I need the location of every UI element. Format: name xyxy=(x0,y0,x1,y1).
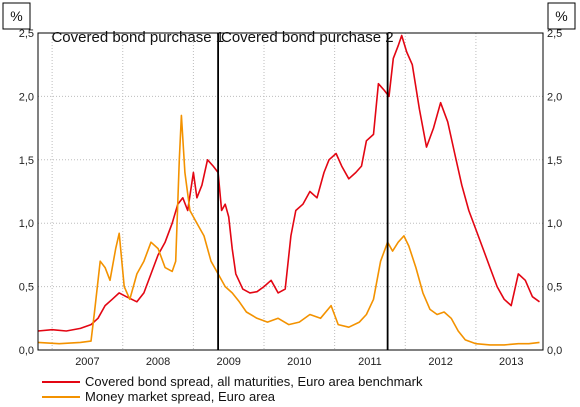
x-tick-label: 2008 xyxy=(146,356,170,368)
y-tick-label-left: 2,5 xyxy=(19,28,34,40)
left-unit-box xyxy=(2,2,31,30)
grid-lines xyxy=(38,33,543,350)
legend-label-money-market: Money market spread, Euro area xyxy=(85,389,276,404)
axis-labels: 0,0 0,0 0,5 0,5 1,0 1,0 1,5 1,5 2,0 2,0 2,5 2,5 2007… xyxy=(19,28,563,368)
y-tick-label-right: 0,5 xyxy=(547,282,562,294)
y-tick-label-right: 2,0 xyxy=(547,91,562,103)
event-marker-label-1: Covered bond purchase 1 xyxy=(51,29,224,46)
event-marker-label-2: Covered bond purchase 2 xyxy=(221,29,394,46)
series-lines xyxy=(37,34,540,346)
legend-label-covered-bond: Covered bond spread, all maturities, Eur… xyxy=(85,374,423,389)
y-tick-label-left: 0,5 xyxy=(19,282,34,294)
y-tick-label-right: 0,0 xyxy=(547,345,562,357)
x-tick-label: 2007 xyxy=(75,356,99,368)
y-tick-label-left: 0,0 xyxy=(19,345,34,357)
x-tick-label: 2009 xyxy=(216,356,240,368)
right-unit-label: % xyxy=(555,8,567,24)
plot-frame xyxy=(37,32,544,351)
series-line-money-market xyxy=(37,114,540,346)
x-tick-label: 2010 xyxy=(287,356,311,368)
y-tick-label-left: 1,0 xyxy=(19,218,34,230)
y-tick-label-left: 2,0 xyxy=(19,91,34,103)
y-tick-label-right: 2,5 xyxy=(547,28,562,40)
series-line-covered-bond xyxy=(37,34,540,332)
left-unit-label: % xyxy=(10,8,22,24)
y-tick-label-right: 1,0 xyxy=(547,218,562,230)
x-tick-label: 2011 xyxy=(358,356,382,368)
right-unit-box xyxy=(547,2,576,30)
y-tick-label-left: 1,5 xyxy=(19,155,34,167)
y-tick-label-right: 1,5 xyxy=(547,155,562,167)
x-tick-label: 2013 xyxy=(499,356,523,368)
x-tick-label: 2012 xyxy=(428,356,452,368)
